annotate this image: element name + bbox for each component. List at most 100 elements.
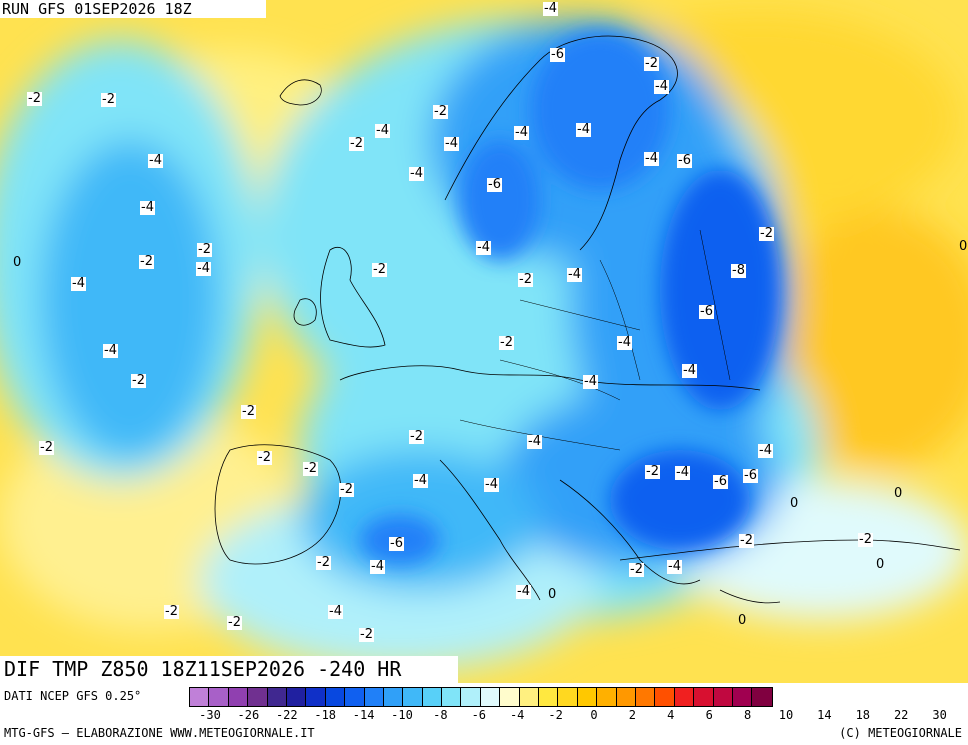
contour-label: -4 (583, 374, 598, 389)
contour-label: 0 (548, 587, 557, 602)
colorbar-tick-label: -14 (352, 708, 375, 722)
coastlines (214, 35, 961, 604)
footer-credit: MTG-GFS — ELABORAZIONE WWW.METEOGIORNALE… (4, 726, 315, 740)
contour-label: 0 (790, 496, 799, 511)
contour-label: -2 (257, 450, 272, 465)
colorbar-swatch (286, 688, 307, 706)
colorbar-swatch (325, 688, 346, 706)
contour-label: -2 (316, 555, 331, 570)
contour-label: -4 (514, 125, 529, 140)
contour-label: -4 (196, 261, 211, 276)
footer-copyright: (C) METEOGIORNALE (839, 726, 962, 740)
colorbar-tick-label: -26 (237, 708, 260, 722)
contour-label: -4 (567, 267, 582, 282)
colorbar-swatch (655, 688, 675, 706)
colorbar-swatch (616, 688, 636, 706)
contour-label: -6 (713, 474, 728, 489)
contour-label: -2 (644, 56, 659, 71)
colorbar-swatch (461, 688, 481, 706)
colorbar-swatch (190, 688, 210, 706)
colorbar-swatch (442, 688, 462, 706)
colorbar-swatch (752, 688, 772, 706)
contour-label: -2 (858, 532, 873, 547)
colorbar-swatch (383, 688, 404, 706)
contour-label: -4 (409, 166, 424, 181)
colorbar-swatch (519, 688, 540, 706)
colorbar-swatch (577, 688, 598, 706)
colorbar-swatch (480, 688, 501, 706)
contour-label: -4 (543, 1, 558, 16)
colorbar-tick-label: -6 (471, 708, 487, 722)
map-title: DIF TMP Z850 18Z11SEP2026 -240 HR (0, 656, 458, 683)
colorbar-swatch (267, 688, 287, 706)
run-info-label: RUN GFS 01SEP2026 18Z (0, 0, 266, 18)
colorbar-swatch (364, 688, 384, 706)
contour-label: -4 (71, 276, 86, 291)
contour-label: -4 (617, 335, 632, 350)
contour-label: -4 (444, 136, 459, 151)
colorbar-tick-label: 18 (855, 708, 871, 722)
contour-label: 0 (959, 239, 968, 254)
colorbar-tick-label: -10 (391, 708, 413, 722)
contour-label: -2 (759, 226, 774, 241)
contour-label: -2 (227, 615, 242, 630)
contour-label: -2 (101, 92, 116, 107)
contour-label: -4 (758, 443, 773, 458)
colorbar-swatch (694, 688, 714, 706)
contour-label: -2 (409, 429, 424, 444)
colorbar-tick-label: -2 (548, 708, 563, 722)
contour-label: -4 (328, 604, 343, 619)
colorbar-tick-label: 6 (705, 708, 713, 722)
colorbar-swatch (306, 688, 326, 706)
contour-label: -2 (359, 627, 374, 642)
contour-label: -4 (375, 123, 390, 138)
contour-label: -2 (518, 272, 533, 287)
contour-label: -2 (739, 533, 754, 548)
contour-label: 0 (876, 557, 885, 572)
contour-label: -2 (164, 604, 179, 619)
contour-label: -2 (39, 440, 54, 455)
colorbar-swatch (635, 688, 656, 706)
colorbar-tick-label: 22 (893, 708, 909, 722)
contour-label: -2 (339, 482, 354, 497)
colorbar-swatch (228, 688, 249, 706)
colorbar-swatch (345, 688, 365, 706)
contour-label: -2 (645, 464, 660, 479)
colorbar-tick-label: -4 (509, 708, 525, 722)
contour-label: -2 (27, 91, 42, 106)
contour-label: -4 (654, 79, 669, 94)
contour-label: -2 (197, 242, 212, 257)
contour-label: -6 (487, 177, 502, 192)
colorbar-swatch (403, 688, 423, 706)
contour-label: -6 (699, 304, 714, 319)
colorbar-tick-label: -18 (314, 708, 337, 722)
contour-label: 0 (738, 613, 747, 628)
contour-label: -4 (667, 559, 682, 574)
contour-label: -6 (550, 47, 565, 62)
contour-label: -6 (677, 153, 692, 168)
colorbar-swatch (500, 688, 520, 706)
colorbar-tick-label: 8 (743, 708, 752, 722)
contour-label: -4 (527, 434, 542, 449)
colorbar-swatch (248, 688, 268, 706)
contour-label: -2 (629, 562, 644, 577)
contour-label: -2 (349, 136, 364, 151)
contour-label: -4 (644, 151, 659, 166)
anomaly-shading (0, 10, 968, 670)
colorbar-tick-label: -30 (199, 708, 221, 722)
contour-label: -4 (103, 343, 118, 358)
contour-label: -2 (241, 404, 256, 419)
contour-label: -4 (140, 200, 155, 215)
colorbar-tick-label: -8 (433, 708, 448, 722)
contour-label: 0 (894, 486, 903, 501)
temperature-anomaly-map: RUN GFS 01SEP2026 18Z -4 -2 -2 -4 -6 -2 -2 -4 -2… (0, 0, 968, 683)
colorbar-swatch (674, 688, 695, 706)
contour-label: -2 (499, 335, 514, 350)
contour-label: -8 (731, 263, 746, 278)
colorbar-tick-label: 0 (590, 708, 598, 722)
contour-label: -2 (139, 254, 154, 269)
contour-label: -6 (743, 468, 758, 483)
contour-label: -4 (516, 584, 531, 599)
contour-label: -2 (433, 104, 448, 119)
data-source-label: DATI NCEP GFS 0.25° (4, 689, 142, 703)
